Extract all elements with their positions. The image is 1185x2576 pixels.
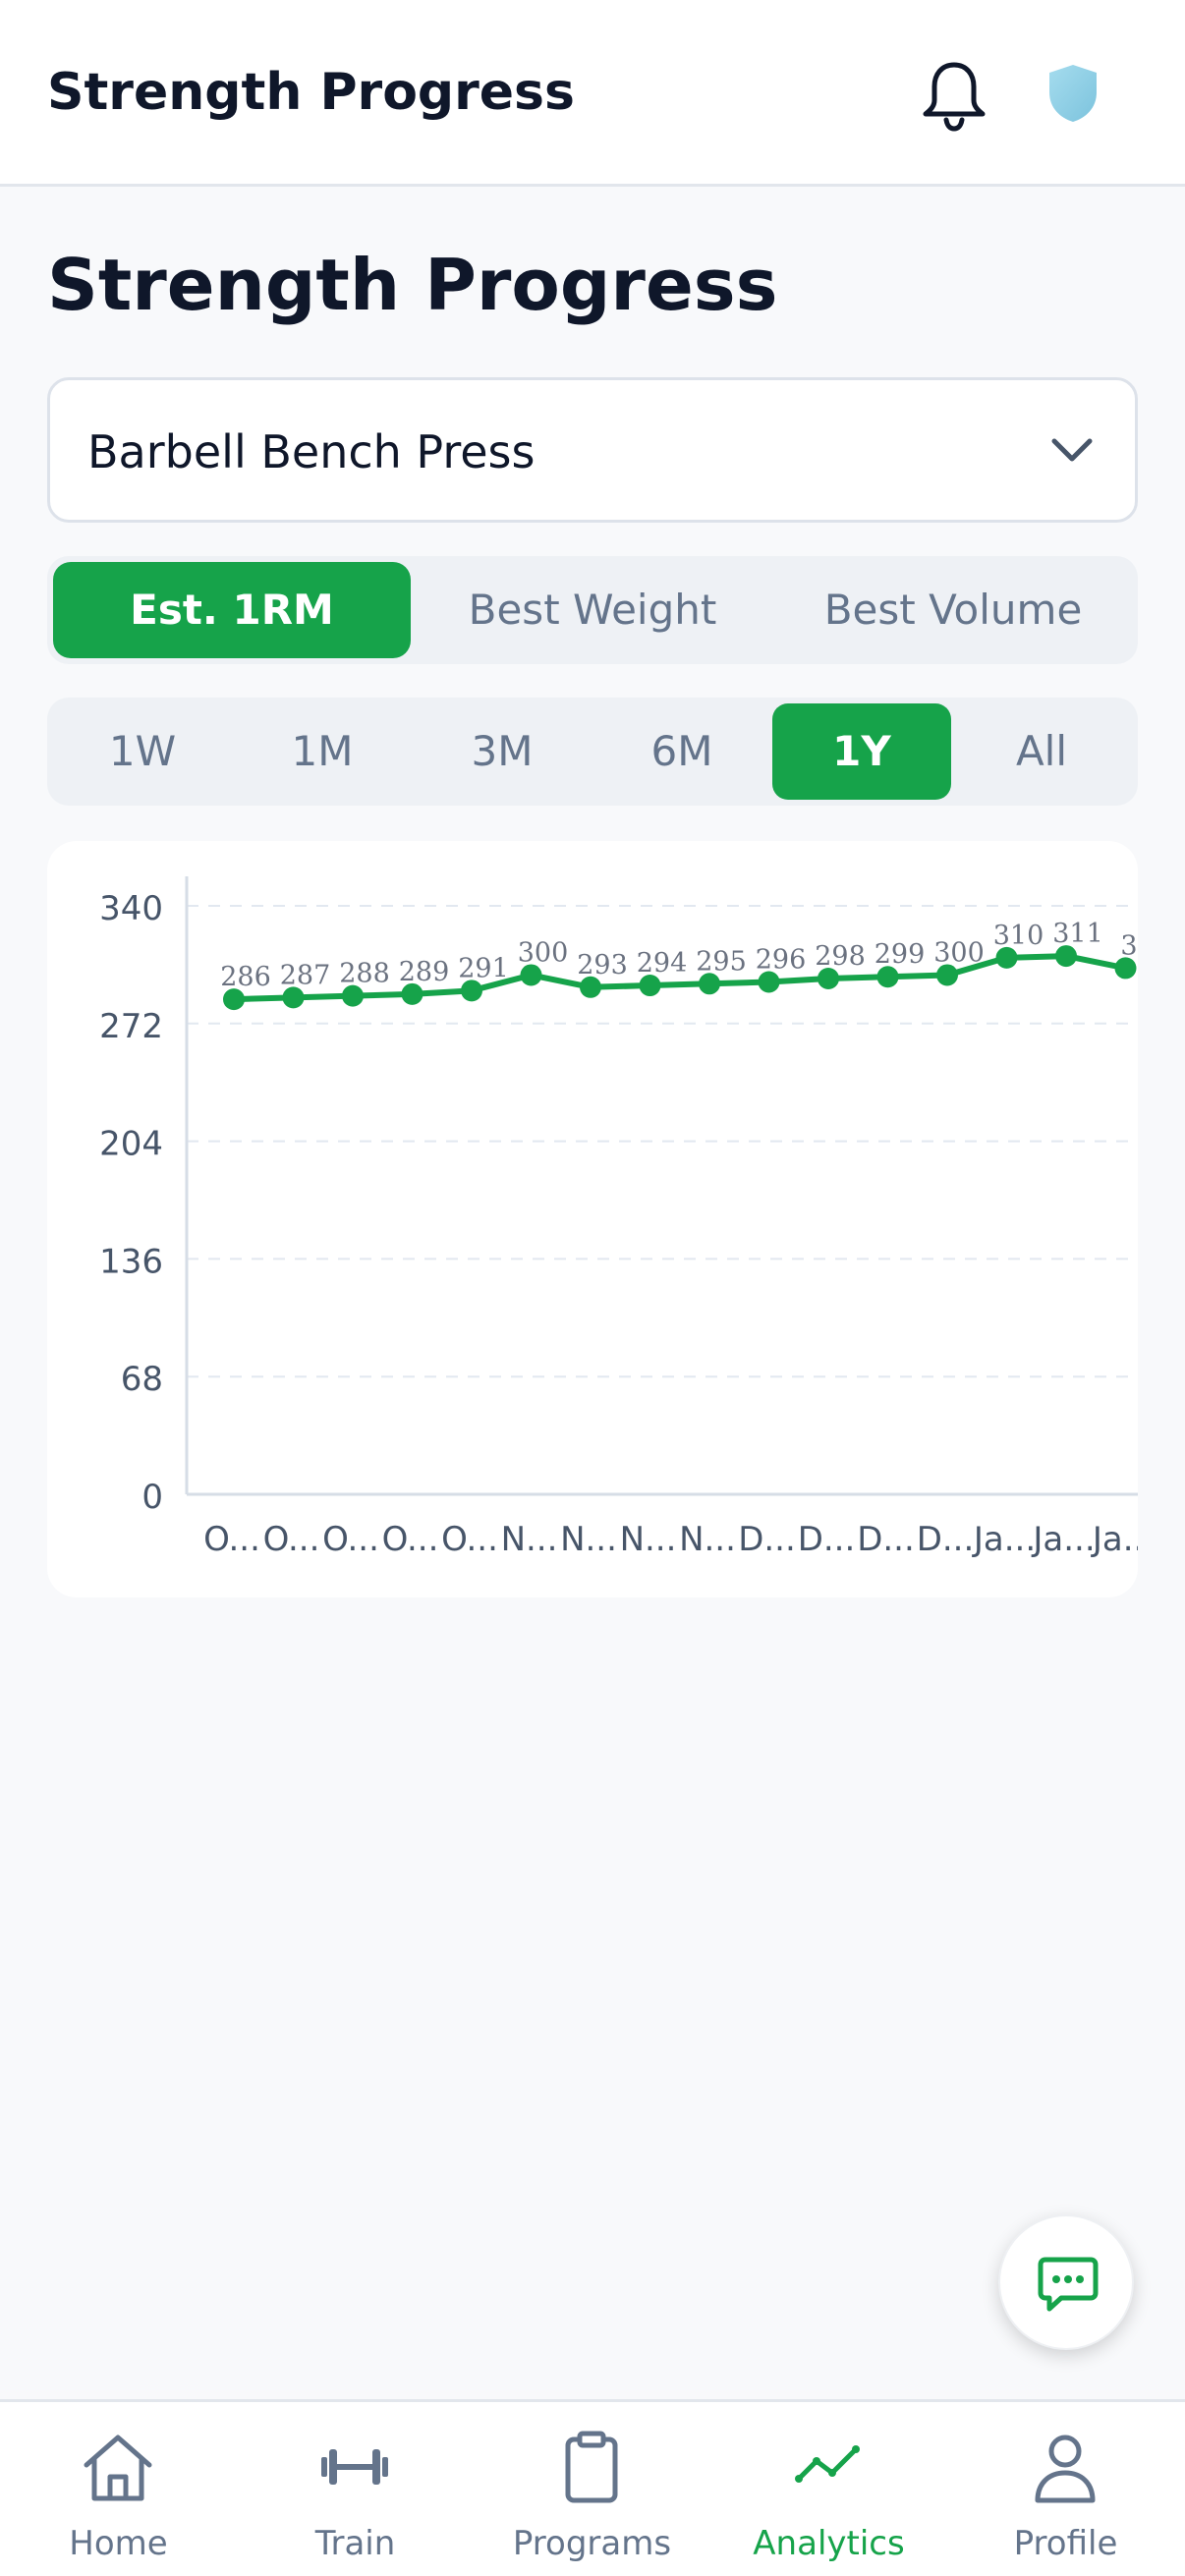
home-icon	[84, 2435, 152, 2501]
range-tabs: 1W 1M 3M 6M 1Y All	[47, 698, 1138, 806]
x-tick-label: Ja...	[1091, 1520, 1138, 1559]
x-tick-label: N...	[560, 1520, 617, 1559]
data-point	[223, 988, 245, 1011]
y-tick-label: 204	[99, 1125, 163, 1164]
data-label: 311	[1052, 919, 1103, 949]
data-label: 294	[637, 948, 688, 979]
tab-best-weight[interactable]: Best Weight	[468, 586, 717, 634]
x-tick-label: D...	[798, 1520, 856, 1559]
data-point	[758, 971, 780, 993]
tab-best-volume[interactable]: Best Volume	[823, 586, 1083, 634]
x-tick-label: O...	[203, 1520, 260, 1559]
data-point	[282, 986, 305, 1009]
data-point	[995, 946, 1018, 969]
chat-icon	[1038, 2257, 1099, 2312]
data-label: 300	[518, 937, 569, 968]
x-tick-label: N...	[620, 1520, 677, 1559]
range-tab-1y[interactable]: 1Y	[772, 703, 951, 800]
chevron-down-icon	[1051, 438, 1093, 462]
series-line	[231, 953, 1129, 1003]
y-tick-label: 68	[121, 1360, 163, 1399]
chart-card: 0 68 136 204 272 340 O... O... O... O... O... N... N…	[47, 841, 1138, 1597]
data-point	[520, 964, 542, 986]
data-point	[1114, 957, 1137, 980]
x-tick-label: D...	[917, 1520, 975, 1559]
nav-analytics-label: Analytics	[753, 2524, 905, 2563]
data-label: 296	[756, 945, 807, 976]
nav-train-label: Train	[314, 2524, 396, 2563]
x-tick-label: Ja...	[972, 1520, 1036, 1559]
data-label: 30	[1120, 930, 1138, 961]
x-tick-label: O...	[263, 1520, 320, 1559]
data-point	[936, 964, 958, 986]
data-label: 289	[399, 957, 450, 987]
nav-analytics[interactable]: Analytics	[710, 2402, 947, 2576]
data-point	[401, 982, 423, 1005]
nav-train[interactable]: Train	[237, 2402, 474, 2576]
x-tick-label: D...	[738, 1520, 796, 1559]
data-point	[818, 967, 839, 989]
data-point	[342, 984, 364, 1007]
x-tick-label: O...	[322, 1520, 379, 1559]
y-tick-label: 272	[99, 1007, 163, 1046]
data-point	[1055, 945, 1077, 968]
nav-profile-label: Profile	[1013, 2524, 1118, 2563]
chat-button[interactable]	[998, 2214, 1134, 2350]
data-label: 310	[993, 921, 1044, 951]
data-point	[699, 973, 720, 995]
nav-profile[interactable]: Profile	[947, 2402, 1184, 2576]
nav-home[interactable]: Home	[0, 2402, 237, 2576]
data-label: 300	[933, 937, 985, 968]
x-tick-label: O...	[382, 1520, 439, 1559]
user-icon	[1035, 2435, 1096, 2503]
range-tab-6m[interactable]: 6M	[650, 727, 713, 775]
data-label: 295	[696, 946, 747, 977]
x-tick-label: D...	[857, 1520, 915, 1559]
metric-tabs: Est. 1RM Best Weight Best Volume	[47, 556, 1138, 664]
data-label: 287	[280, 960, 331, 990]
tab-est-1rm[interactable]: Est. 1RM	[53, 562, 411, 658]
exercise-select[interactable]: Barbell Bench Press	[47, 377, 1138, 523]
y-tick-label: 0	[141, 1478, 163, 1517]
chart-line-icon	[795, 2445, 860, 2483]
data-label: 286	[220, 962, 271, 992]
dumbbell-icon	[321, 2449, 388, 2485]
app-bar-title: Strength Progress	[47, 63, 575, 122]
y-tick-label: 136	[99, 1242, 163, 1281]
range-tab-1m[interactable]: 1M	[291, 727, 354, 775]
shield-icon[interactable]	[1047, 63, 1099, 124]
x-tick-label: Ja...	[1031, 1520, 1095, 1559]
range-tab-all[interactable]: All	[1015, 727, 1068, 775]
data-label: 291	[458, 953, 509, 983]
nav-home-label: Home	[69, 2524, 168, 2563]
x-tick-label: O...	[441, 1520, 498, 1559]
data-label: 299	[875, 939, 926, 970]
page-title: Strength Progress	[47, 244, 778, 326]
top-app-bar: Strength Progress	[0, 0, 1185, 187]
bottom-nav: Home Train Programs Analytics	[0, 2399, 1185, 2576]
data-point	[639, 975, 661, 997]
x-tick-label: N...	[679, 1520, 736, 1559]
data-label: 288	[339, 959, 390, 989]
data-point	[461, 980, 482, 1002]
data-label: 293	[577, 950, 628, 980]
clipboard-icon	[565, 2431, 618, 2503]
range-tab-3m[interactable]: 3M	[471, 727, 534, 775]
range-tab-1w[interactable]: 1W	[108, 727, 177, 775]
y-tick-label: 340	[99, 889, 163, 928]
data-point	[580, 976, 601, 998]
nav-programs[interactable]: Programs	[474, 2402, 710, 2576]
x-tick-label: N...	[501, 1520, 558, 1559]
nav-programs-label: Programs	[512, 2524, 672, 2563]
bell-icon[interactable]	[920, 59, 988, 134]
exercise-select-value: Barbell Bench Press	[87, 425, 536, 478]
data-point	[876, 966, 899, 988]
data-label: 298	[815, 941, 866, 972]
